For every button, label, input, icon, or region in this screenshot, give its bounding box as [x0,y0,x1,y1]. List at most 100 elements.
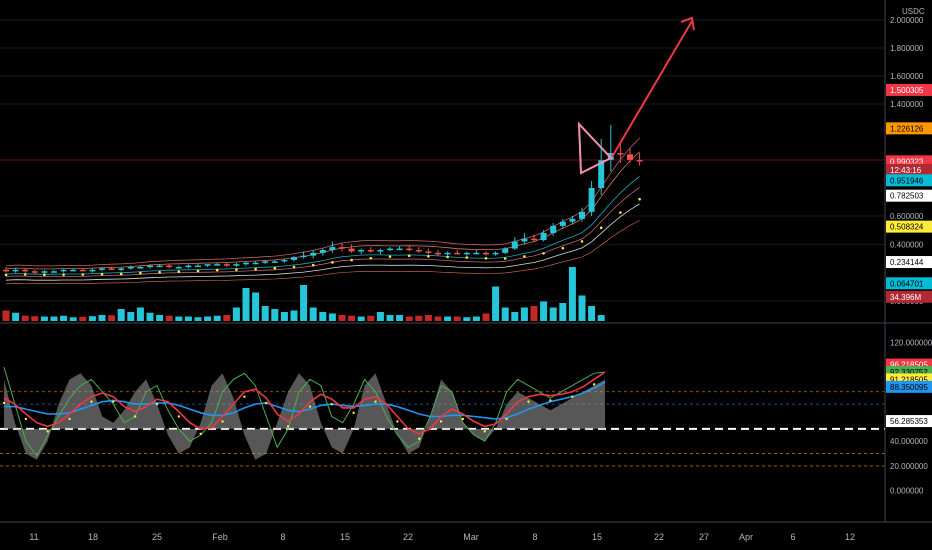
volume-bar [50,316,58,321]
candle-body [502,248,509,253]
ma-dot [100,272,104,276]
price-tick-label: 0.400000 [890,240,924,249]
ma-dot [523,255,526,258]
candle-body [271,261,278,263]
volume-bar [376,312,384,321]
oscillator-dot [265,401,268,405]
time-axis-ticks: 11 18 25 Feb 8 15 22 Mar 8 15 22 27 Apr 6 12 [29,532,855,542]
volume-bar [261,306,269,321]
oscillator-tick-label: 120.000000 [890,338,932,347]
ma-dot [273,266,277,270]
candle-body [627,154,633,160]
ma-dot [62,273,65,276]
volume-bar [175,316,183,321]
candle-body [454,252,461,255]
candle-body [214,264,221,266]
volume-bar [309,307,317,321]
oscillator-area-fill [4,373,605,460]
price-badge-label: 0.990323 [890,157,924,166]
volume-bar [520,307,528,321]
oscillator-dot [592,383,596,386]
candle-body [127,267,134,269]
candle-body [636,160,643,162]
oscillator-dot [46,430,49,433]
candle-body [377,250,384,252]
oscillator-dot [155,402,159,406]
oscillator-dot [549,399,552,402]
ma-dot [465,256,469,259]
volume-bar [12,312,20,321]
time-tick-label: 6 [790,532,795,542]
price-tick-label: 1.800000 [890,44,924,53]
price-badge-label: 34.396M [890,293,921,302]
volume-bar [232,307,240,321]
candle-body [435,252,441,255]
oscillator-dot [352,411,355,414]
candle-body [559,221,566,226]
price-tick-label: 1.600000 [890,72,924,81]
volume-bar [434,316,442,321]
oscillator-dot [24,417,28,421]
oscillator-dot [133,415,137,418]
volume-bar [463,317,471,321]
volume-bar [69,317,77,321]
oscillator-dot [330,402,334,406]
volume-bar [300,285,308,321]
price-badge [886,189,932,202]
ma-dot [638,197,641,201]
ma-dot [4,273,8,277]
ma-dot [292,265,296,269]
candle-body [60,269,67,272]
time-tick-label: 18 [88,532,98,542]
candle-body [31,271,38,273]
candle-body [531,238,537,241]
candle-body [243,262,249,265]
volume-bar [146,312,154,321]
volume-bar [386,315,394,321]
candle-body [108,268,115,270]
target-arrow-drawing[interactable] [611,16,695,158]
ma-dot [350,258,353,262]
candle-body [79,269,86,272]
price-badge [886,83,932,96]
candle-body [540,233,547,241]
candle-body [473,252,480,255]
time-tick-label: 8 [532,532,537,542]
price-badge [886,174,932,187]
price-tick-label: 0.600000 [890,212,924,221]
ma-dot [427,255,430,258]
time-tick-label: 22 [654,532,664,542]
ma-dot [484,256,488,260]
triangle-drawing[interactable] [577,121,613,175]
volume-bar [21,315,29,321]
candle-body [137,267,144,269]
volume-bar [530,306,538,321]
price-gridlines [0,19,885,302]
candle-body [195,265,201,268]
ma-dot [580,240,584,243]
candle-body [367,250,374,252]
price-badge [886,163,932,176]
volume-bar [223,315,231,321]
candle-body [310,252,317,256]
candle-body [425,251,432,253]
oscillator-dot [527,400,530,403]
candle-body [319,250,326,253]
oscillator-dot [571,395,574,398]
volume-bar [405,316,413,321]
volume-bar [492,286,500,321]
candle-body [492,252,499,255]
volume-bar [271,309,279,321]
price-badges: 1.500305 1.226126 0.99032312:43:160.951946… [886,83,932,303]
oscillator-tick-label: 0.000000 [890,487,924,496]
candle-body [511,241,518,249]
oscillator-tick-label: 20.000000 [890,462,928,471]
candle-body [175,267,182,269]
price-badge-label: 0.508324 [890,223,924,232]
price-badge [886,122,932,135]
time-tick-label: Apr [739,532,753,542]
time-tick-label: 11 [29,532,38,542]
ma-dot [81,273,85,276]
